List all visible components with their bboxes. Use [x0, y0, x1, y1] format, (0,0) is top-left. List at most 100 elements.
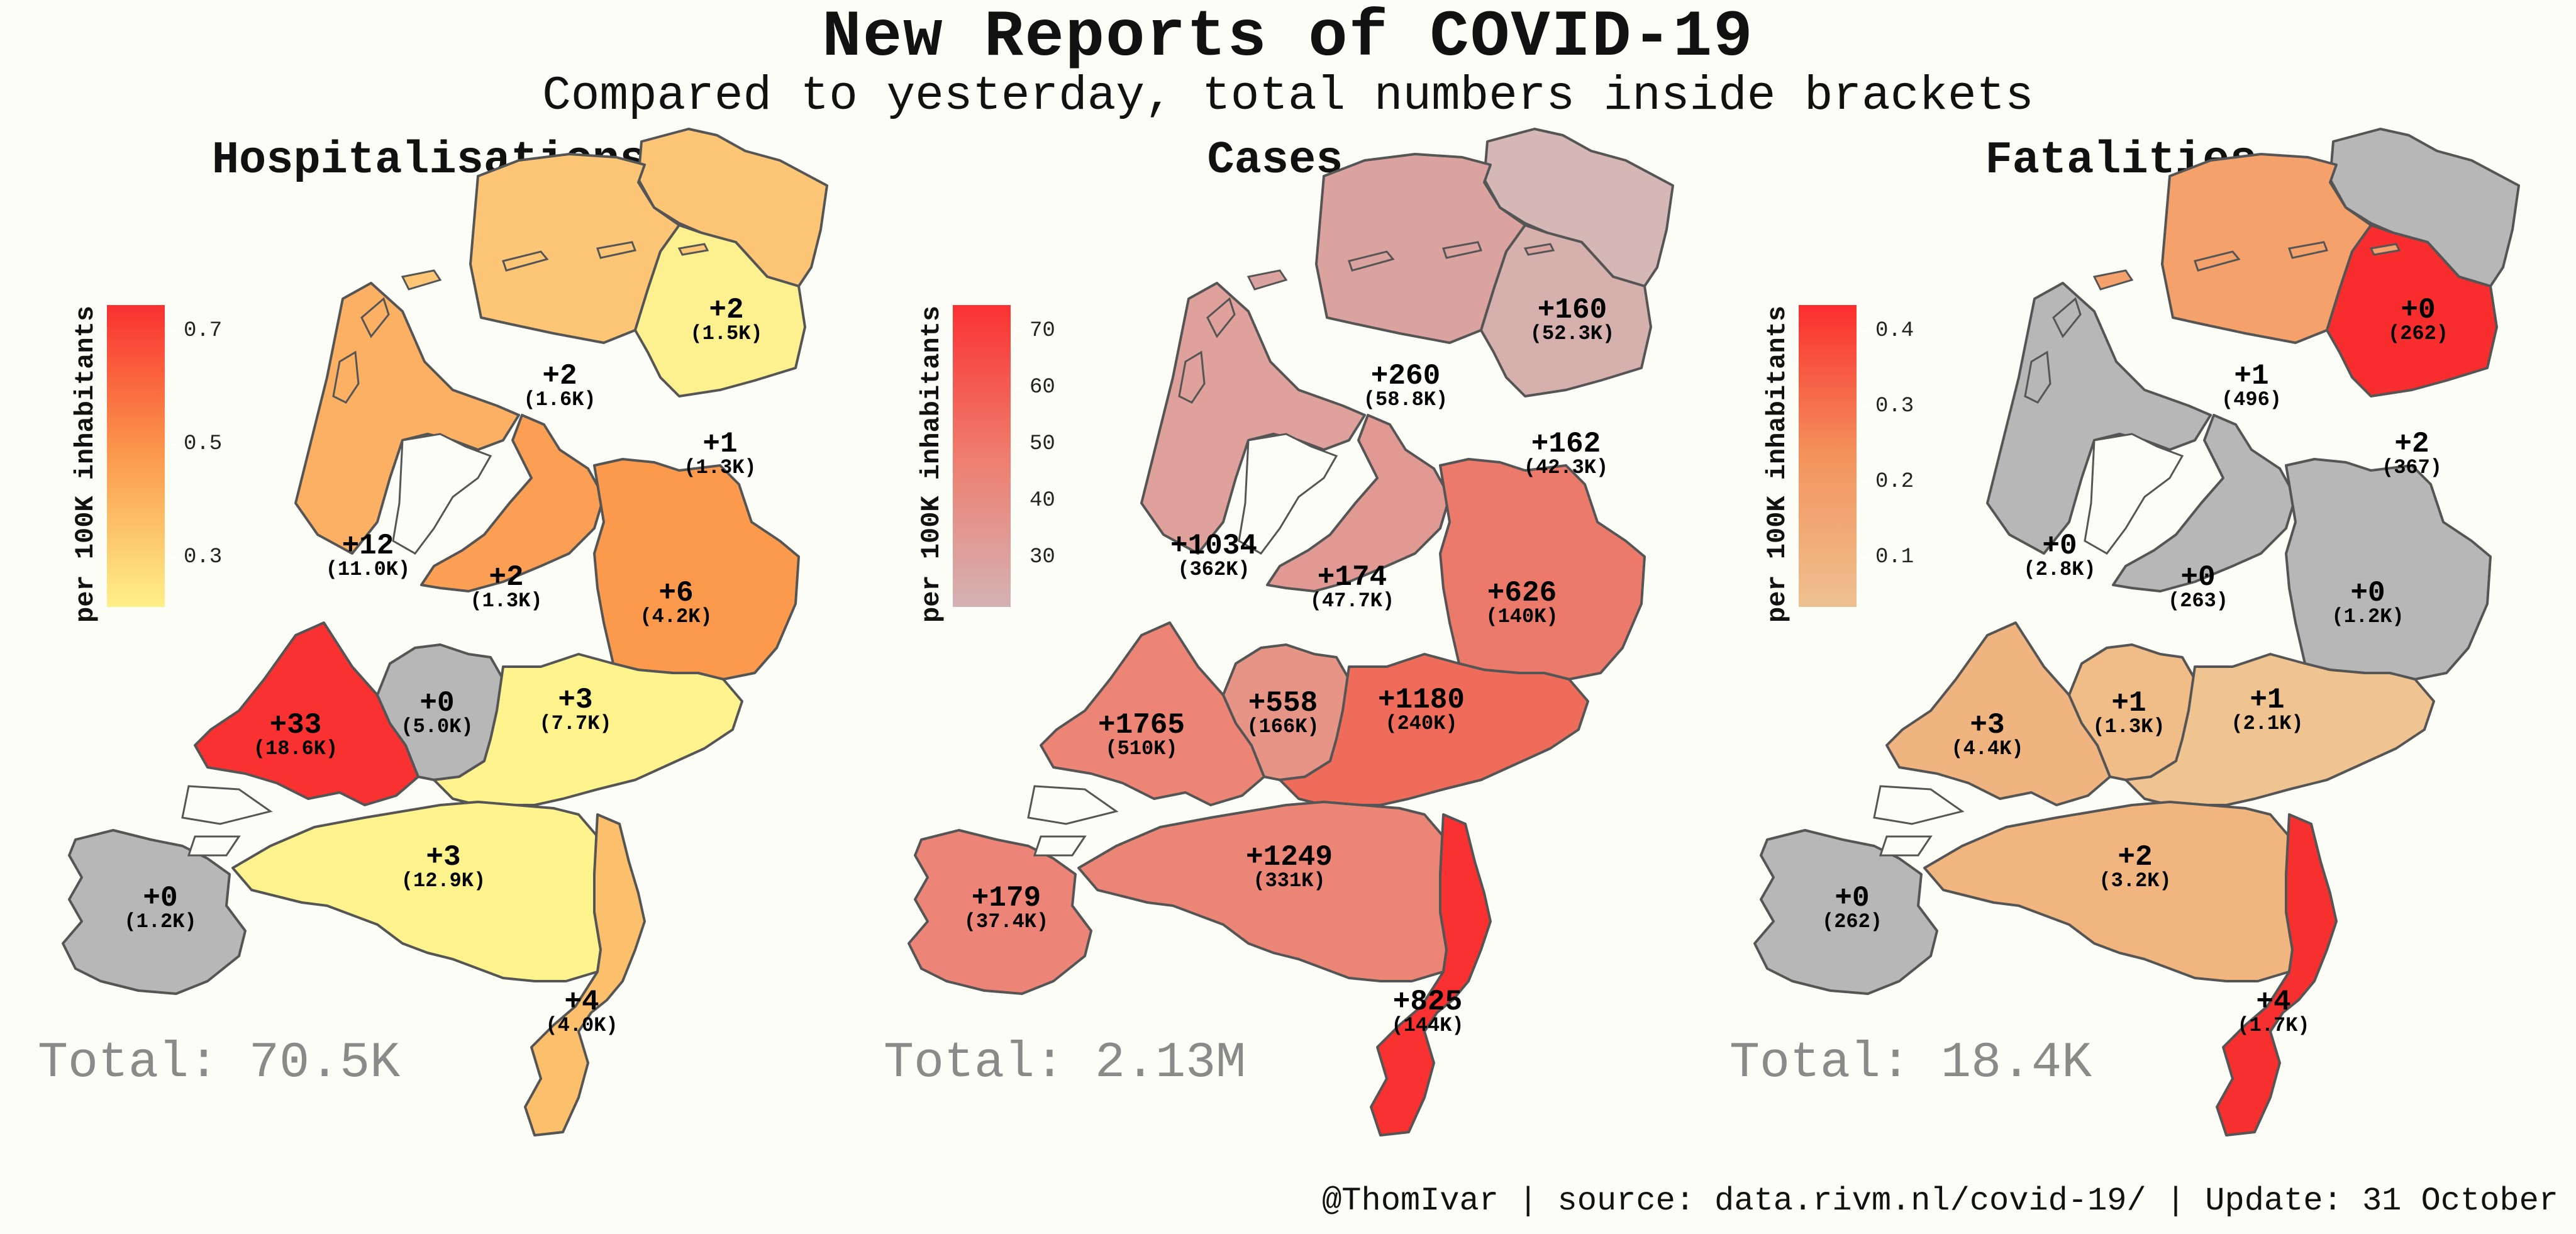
region-total: (1.2K): [124, 910, 196, 933]
legend-tick-label: 60: [1014, 375, 1055, 399]
region-value: +1: [702, 428, 737, 460]
legend-tick-label: 0.4: [1860, 319, 1914, 343]
province-flevoland: [420, 414, 605, 592]
wadden-island: [1206, 297, 1236, 338]
legend-tick-label: 0.2: [1860, 470, 1914, 494]
region-value: +6: [658, 577, 693, 609]
region-value: +2: [542, 360, 577, 392]
province-limburg: [1370, 813, 1492, 1137]
region-total: (2.1K): [2231, 712, 2303, 735]
wadden-island: [596, 241, 637, 259]
region-total: (58.8K): [1363, 388, 1448, 411]
legend-colorbar: [953, 305, 1011, 607]
province-zeeland: [1753, 829, 1938, 995]
panel-fatalities: Fatalities +0 (262) +1 (496) +2 (367) +0 (2.8K) +…: [1692, 126, 2550, 1157]
region-total: (12.9K): [401, 869, 486, 892]
region-total: (496): [2221, 388, 2282, 411]
region-total: (1.3K): [684, 456, 756, 479]
wadden-island: [360, 297, 390, 338]
legend-title: per 100K inhabitants: [916, 305, 947, 623]
wadden-island: [1348, 250, 1395, 272]
region-value: +3: [558, 684, 592, 716]
region-total: (1.3K): [470, 589, 542, 613]
wadden-island: [2369, 243, 2401, 256]
region-total: (4.4K): [1951, 737, 2023, 760]
figure-subtitle: Compared to yesterday, total numbers ins…: [542, 69, 2034, 123]
region-value: +2: [2118, 841, 2152, 874]
region-value: +1249: [1246, 841, 1333, 874]
province-overijssel: [2285, 458, 2492, 681]
region-value: +179: [972, 882, 1041, 914]
panel-hospitalisations: Hospitalisations +2 (1.5K) +2 (1.6K) +1 (1.3K)…: [0, 126, 858, 1157]
legend-tick-label: 0.3: [168, 545, 223, 569]
region-total: (144K): [1391, 1014, 1463, 1037]
province-map: +0(262)+1(496)+2(367)+0(2.8K) +0(263) +0(1…: [1753, 128, 2520, 1137]
legend-tick-label: 0.5: [168, 432, 223, 456]
province-flevoland: [2112, 414, 2297, 592]
legend-colorbar: [1799, 305, 1857, 607]
region-total: (11.0K): [326, 558, 410, 581]
source-footer: @ThomIvar | source: data.rivm.nl/covid-1…: [1322, 1182, 2558, 1220]
province-overijssel: [1439, 458, 1646, 681]
province-gelderland: [1279, 653, 1589, 806]
legend-tick-label: 40: [1014, 489, 1055, 513]
region-total: (1.2K): [2331, 605, 2404, 628]
province-drenthe: [634, 224, 806, 397]
legend-title: per 100K inhabitants: [70, 305, 101, 623]
wadden-island: [502, 250, 549, 272]
legend-title: per 100K inhabitants: [1762, 305, 1792, 623]
region-value: +626: [1487, 577, 1557, 609]
region-value: +0: [419, 687, 454, 720]
wadden-island: [2024, 350, 2051, 404]
water-body: [1879, 835, 1933, 857]
legend-tick-label: 30: [1014, 545, 1055, 569]
region-total: (4.0K): [545, 1014, 618, 1037]
region-value: +0: [2401, 294, 2435, 326]
region-value: +162: [1531, 428, 1601, 460]
water-body: [1238, 433, 1338, 555]
region-value: +4: [2256, 986, 2290, 1018]
region-total: (1.3K): [2092, 715, 2165, 738]
province-zeeland: [62, 829, 247, 995]
province-gelderland: [2124, 653, 2435, 806]
province-drenthe: [1480, 224, 1652, 397]
province-drenthe: [2326, 224, 2498, 397]
region-value: +1180: [1378, 684, 1465, 716]
wadden-island: [1178, 350, 1206, 404]
province-map: +160(52.3K)+260(58.8K)+162(42.3K)+1034(3…: [908, 128, 1674, 1137]
region-total: (510K): [1105, 737, 1177, 760]
region-total: (4.2K): [640, 605, 712, 628]
region-total: (263): [2168, 589, 2228, 613]
figure-title: New Reports of COVID-19: [822, 1, 1754, 75]
region-value: +1034: [1170, 530, 1257, 562]
water-body: [392, 433, 492, 555]
region-total: (1.6K): [523, 388, 596, 411]
wadden-island: [2194, 250, 2241, 272]
region-total: (140K): [1485, 605, 1558, 628]
region-value: +0: [1835, 882, 1869, 914]
legend-tick-label: 0.7: [168, 319, 223, 343]
region-value: +2: [489, 561, 523, 594]
region-total: (2.8K): [2023, 558, 2096, 581]
region-value: +0: [2042, 530, 2077, 562]
panel-cases: Cases +160 (52.3K) +260 (58.8K) +162 (42.3K) +1…: [846, 126, 1704, 1157]
region-value: +4: [564, 986, 599, 1018]
province-gelderland: [433, 653, 743, 806]
region-value: +3: [426, 841, 460, 874]
region-value: +558: [1248, 687, 1318, 720]
wadden-island: [1246, 269, 1288, 291]
legend-colorbar: [107, 305, 165, 607]
region-value: +160: [1538, 294, 1607, 326]
region-total: (5.0K): [401, 715, 473, 738]
water-body: [2084, 433, 2184, 555]
water-body: [1033, 835, 1087, 857]
total-count: Total: 70.5K: [38, 1035, 401, 1092]
region-total: (7.7K): [539, 712, 611, 735]
region-total: (240K): [1385, 712, 1457, 735]
region-total: (42.3K): [1524, 456, 1608, 479]
region-value: +825: [1393, 986, 1462, 1018]
legend-tick-label: 0.1: [1860, 545, 1914, 569]
region-value: +0: [2350, 577, 2385, 609]
region-total: (3.2K): [2099, 869, 2171, 892]
region-total: (1.7K): [2237, 1014, 2309, 1037]
